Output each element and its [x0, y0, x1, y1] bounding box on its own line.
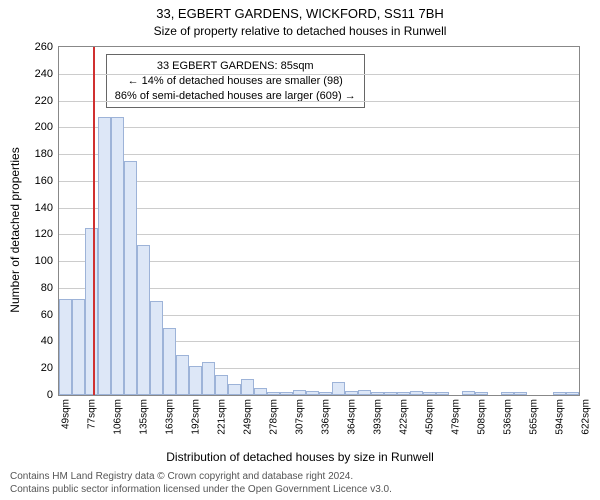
histogram-bar: [280, 392, 293, 395]
x-tick-label: 163sqm: [164, 399, 175, 435]
gridline: [59, 154, 579, 155]
x-axis-label: Distribution of detached houses by size …: [0, 450, 600, 464]
histogram-bar: [553, 392, 566, 395]
gridline: [59, 208, 579, 209]
y-tick-label: 160: [21, 175, 59, 187]
x-tick-label: 221sqm: [216, 399, 227, 435]
histogram-bar: [436, 392, 449, 395]
x-tick-label: 393sqm: [372, 399, 383, 435]
histogram-bar: [267, 392, 280, 395]
x-tick-label: 307sqm: [294, 399, 305, 435]
chart-wrap: { "title": "33, EGBERT GARDENS, WICKFORD…: [0, 0, 600, 500]
x-tick-label: 49sqm: [60, 399, 71, 429]
gridline: [59, 234, 579, 235]
x-tick-label: 364sqm: [346, 399, 357, 435]
histogram-bar: [345, 391, 358, 395]
page-title: 33, EGBERT GARDENS, WICKFORD, SS11 7BH: [0, 6, 600, 21]
histogram-bar: [423, 392, 436, 395]
histogram-bar: [358, 390, 371, 395]
y-tick-label: 80: [21, 282, 59, 294]
histogram-bar: [72, 299, 85, 395]
histogram-bar: [319, 392, 332, 395]
histogram-bar: [59, 299, 72, 395]
histogram-bar: [137, 245, 150, 395]
histogram-bar: [163, 328, 176, 395]
annotation-line: ← 14% of detached houses are smaller (98…: [115, 74, 356, 89]
x-tick-label: 479sqm: [450, 399, 461, 435]
y-tick-label: 220: [21, 95, 59, 107]
y-tick-label: 260: [21, 41, 59, 53]
gridline: [59, 74, 579, 75]
x-tick-label: 508sqm: [476, 399, 487, 435]
y-tick-label: 120: [21, 228, 59, 240]
histogram-bar: [124, 161, 137, 395]
y-tick-label: 60: [21, 309, 59, 321]
x-tick-label: 192sqm: [190, 399, 201, 435]
histogram-bar: [202, 362, 215, 395]
x-tick-label: 278sqm: [268, 399, 279, 435]
histogram-bar: [98, 117, 111, 395]
y-tick-label: 0: [21, 389, 59, 401]
histogram-chart: 33 EGBERT GARDENS: 85sqm ← 14% of detach…: [58, 46, 580, 396]
y-tick-label: 200: [21, 121, 59, 133]
reference-marker: [93, 47, 95, 395]
histogram-bar: [215, 375, 228, 395]
x-tick-label: 249sqm: [242, 399, 253, 435]
x-tick-label: 77sqm: [86, 399, 97, 429]
histogram-bar: [85, 228, 98, 395]
x-tick-label: 450sqm: [424, 399, 435, 435]
y-tick-label: 180: [21, 148, 59, 160]
histogram-bar: [189, 366, 202, 395]
x-tick-label: 135sqm: [138, 399, 149, 435]
histogram-bar: [410, 391, 423, 395]
histogram-bar: [254, 388, 267, 395]
histogram-bar: [384, 392, 397, 395]
footnote: Contains HM Land Registry data © Crown c…: [10, 471, 392, 496]
histogram-bar: [514, 392, 527, 395]
x-tick-label: 622sqm: [580, 399, 591, 435]
histogram-bar: [397, 392, 410, 395]
histogram-bar: [501, 392, 514, 395]
x-tick-label: 106sqm: [112, 399, 123, 435]
y-tick-label: 20: [21, 362, 59, 374]
x-tick-label: 594sqm: [554, 399, 565, 435]
gridline: [59, 181, 579, 182]
x-tick-label: 336sqm: [320, 399, 331, 435]
gridline: [59, 127, 579, 128]
histogram-bar: [241, 379, 254, 395]
histogram-bar: [150, 301, 163, 395]
gridline: [59, 101, 579, 102]
annotation-line: 33 EGBERT GARDENS: 85sqm: [115, 59, 356, 74]
histogram-bar: [176, 355, 189, 395]
x-tick-label: 536sqm: [502, 399, 513, 435]
histogram-bar: [306, 391, 319, 395]
y-tick-label: 100: [21, 255, 59, 267]
histogram-bar: [371, 392, 384, 395]
y-tick-label: 40: [21, 335, 59, 347]
x-tick-label: 565sqm: [528, 399, 539, 435]
footnote-line: Contains public sector information licen…: [10, 484, 392, 497]
y-tick-label: 140: [21, 202, 59, 214]
histogram-bar: [228, 384, 241, 395]
page-subtitle: Size of property relative to detached ho…: [0, 24, 600, 38]
histogram-bar: [462, 391, 475, 395]
x-tick-label: 422sqm: [398, 399, 409, 435]
histogram-bar: [293, 390, 306, 395]
histogram-bar: [475, 392, 488, 395]
histogram-bar: [332, 382, 345, 395]
histogram-bar: [566, 392, 579, 395]
footnote-line: Contains HM Land Registry data © Crown c…: [10, 471, 392, 484]
histogram-bar: [111, 117, 124, 395]
y-tick-label: 240: [21, 68, 59, 80]
